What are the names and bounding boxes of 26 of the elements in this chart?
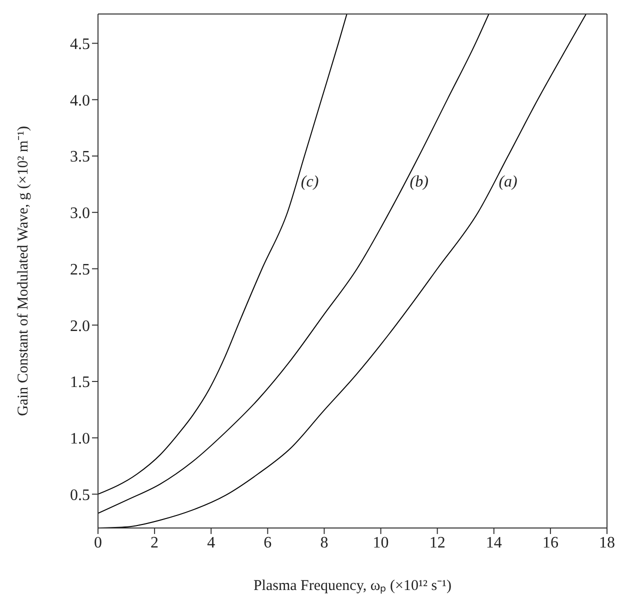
y-tick-label: 2.5 — [70, 261, 90, 278]
y-tick-label: 4.0 — [70, 92, 90, 110]
line-series — [98, 14, 348, 495]
x-tick-label: 6 — [264, 534, 272, 552]
y-tick-label: 0.5 — [70, 486, 90, 504]
x-tick-label: 0 — [94, 534, 102, 552]
y-tick-label: 1.5 — [70, 374, 90, 392]
y-tick-label: 4.5 — [70, 36, 90, 53]
line-series — [98, 14, 490, 514]
x-tick-label: 16 — [542, 534, 558, 552]
x-tick-label: 18 — [599, 534, 615, 552]
y-tick-label: 3.0 — [70, 205, 90, 222]
y-tick-label: 1.0 — [70, 430, 90, 448]
series-label: (a) — [498, 174, 518, 191]
x-tick-label: 8 — [320, 534, 328, 552]
x-tick-label: 12 — [429, 534, 446, 552]
series-label: (b) — [410, 174, 428, 191]
x-axis-title: Plasma Frequency, ωₚ (×10¹² s⁻¹) — [253, 578, 452, 594]
x-tick-label: 10 — [372, 534, 389, 552]
y-tick-label: 3.5 — [70, 148, 90, 166]
x-tick-label: 4 — [207, 534, 216, 552]
x-tick-label: 14 — [486, 534, 502, 552]
y-tick-label: 2.0 — [70, 318, 90, 335]
series-label: (c) — [300, 174, 319, 191]
x-tick-label: 2 — [150, 534, 159, 552]
y-axis-title: Gain Constant of Modulated Wave, g (×10² m⁻¹) — [15, 126, 32, 416]
